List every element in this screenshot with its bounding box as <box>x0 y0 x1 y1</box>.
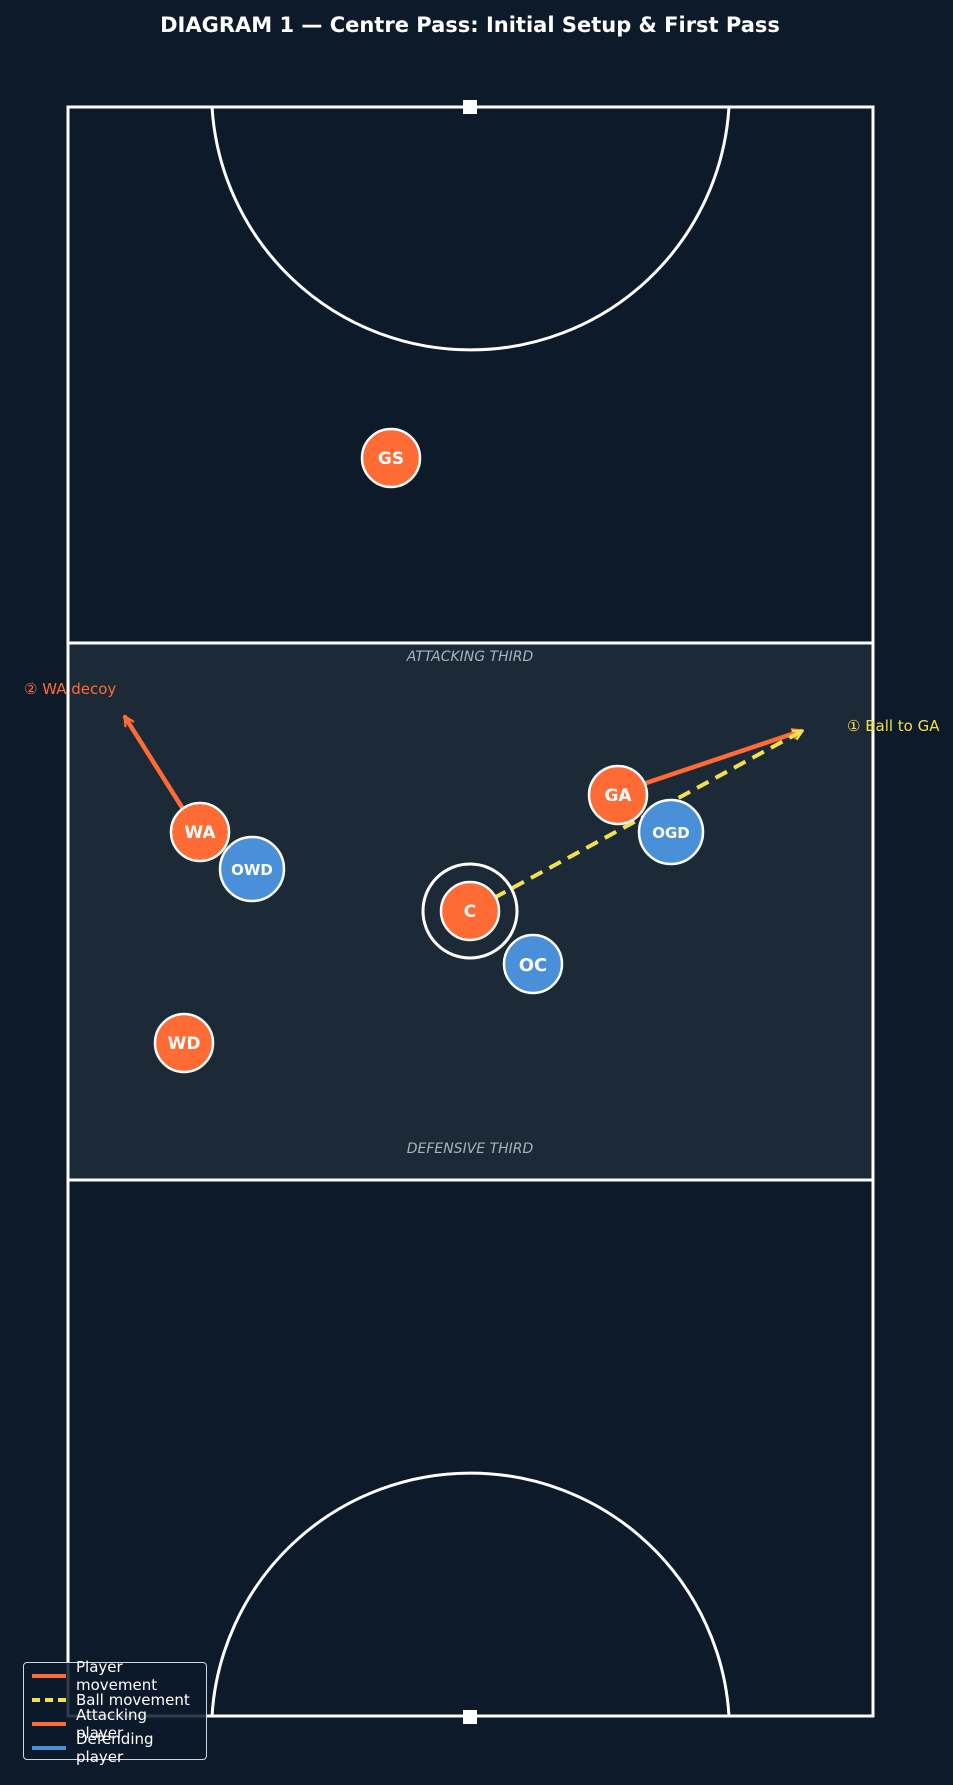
attacker-wd: WD <box>153 1012 215 1074</box>
defender-owd-label: OWD <box>231 861 273 879</box>
attacker-wa-label: WA <box>184 823 216 843</box>
ball-to-ga-annotation: ① Ball to GA <box>847 717 940 735</box>
attacker-gs-marker <box>360 427 422 489</box>
goal-post-bottom <box>463 1710 477 1724</box>
attacker-wa: WA <box>169 801 231 863</box>
defender-ogd-marker <box>637 798 705 866</box>
legend-item-ball-movement: Ball movement <box>32 1688 198 1712</box>
legend-item-defending-player: Defending player <box>32 1730 198 1766</box>
legend-label-ball-movement: Ball movement <box>76 1691 190 1709</box>
ga-movement-arrow <box>643 731 801 786</box>
legend-label-defending-player: Defending player <box>76 1730 154 1766</box>
attacker-c: C <box>439 880 501 942</box>
goal-post-top <box>463 100 477 114</box>
goal-circle-top <box>210 106 731 352</box>
legend-swatch-ball-movement <box>32 1698 66 1702</box>
attacker-ga-marker <box>587 764 649 826</box>
legend-item-player-movement: Player movement <box>32 1658 198 1694</box>
defensive-third-label: DEFENSIVE THIRD <box>407 1141 534 1157</box>
attacking-third-label: ATTACKING THIRD <box>406 649 534 665</box>
defender-owd-marker <box>218 835 286 903</box>
defender-oc-label: OC <box>519 955 548 976</box>
attacker-wd-label: WD <box>168 1034 201 1054</box>
legend-label-player-movement: Player movement <box>76 1658 158 1694</box>
legend: Player movement Ball movement Attacking … <box>23 1658 207 1766</box>
goal-circle-bottom <box>210 1471 731 1717</box>
legend-item-attacking-player: Attacking player <box>32 1706 198 1742</box>
legend-label-attacking-player: Attacking player <box>76 1706 148 1742</box>
attacker-wd-marker <box>153 1012 215 1074</box>
attacker-c-marker <box>439 880 501 942</box>
attacker-c-label: C <box>464 902 476 922</box>
defender-ogd-label: OGD <box>652 824 690 842</box>
legend-swatch-player-movement <box>32 1674 66 1678</box>
attacker-gs: GS <box>360 427 422 489</box>
defender-owd: OWD <box>218 835 286 903</box>
attacker-wa-marker <box>169 801 231 863</box>
defender-oc: OC <box>502 933 564 995</box>
legend-swatch-defending-player <box>32 1746 66 1750</box>
centre-circle <box>421 862 519 960</box>
legend-swatch-attacking-player <box>32 1722 66 1726</box>
attacker-gs-label: GS <box>378 449 404 469</box>
wa-decoy-annotation: ② WA decoy <box>24 680 116 698</box>
wa-decoy-arrow <box>122 717 186 812</box>
defender-oc-marker <box>502 933 564 995</box>
attacker-ga: GA <box>587 764 649 826</box>
diagram-title: DIAGRAM 1 — Centre Pass: Initial Setup &… <box>160 13 780 37</box>
defender-ogd: OGD <box>637 798 705 866</box>
attacker-ga-label: GA <box>604 786 632 806</box>
